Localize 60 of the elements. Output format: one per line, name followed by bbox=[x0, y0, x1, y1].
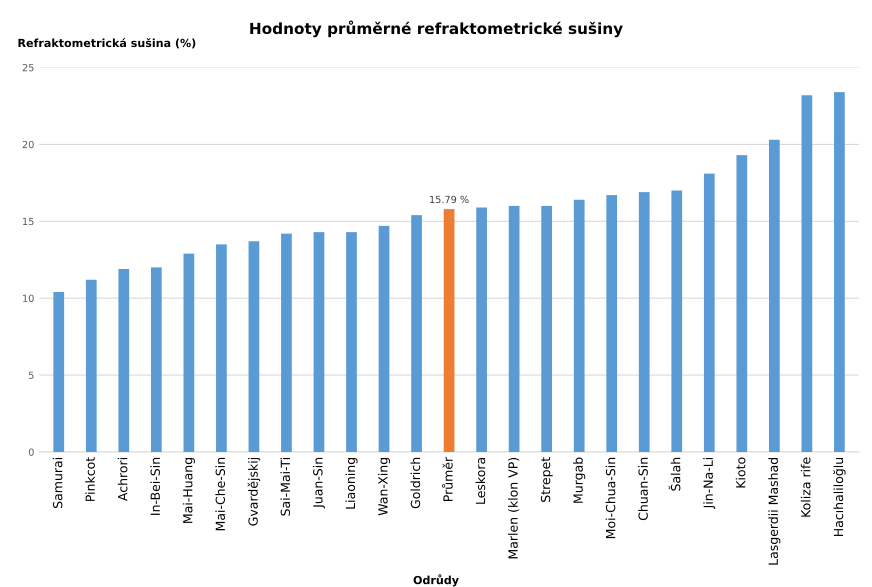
bar bbox=[314, 232, 324, 452]
bar bbox=[508, 206, 520, 452]
x-tick-label: Wan-Xing bbox=[378, 458, 390, 516]
x-tick-label: Hacıhaliloğlu bbox=[833, 458, 846, 536]
x-tick-label: Murgab bbox=[573, 458, 586, 503]
x-tick-label: Průměr bbox=[442, 456, 453, 502]
x-tick-label: Juan-Sin bbox=[312, 458, 325, 509]
bar bbox=[444, 209, 454, 452]
bar bbox=[671, 190, 682, 452]
x-tick-label: Jin-Na-Li bbox=[703, 458, 716, 510]
bar bbox=[834, 92, 845, 452]
x-tick-label: Šalah bbox=[668, 458, 680, 491]
bar bbox=[606, 195, 618, 452]
x-tick-label: Mai-Che-Sin bbox=[215, 458, 226, 530]
bar bbox=[378, 226, 390, 452]
x-tick-label: Moi-Chua-Sin bbox=[606, 458, 616, 538]
bar bbox=[281, 234, 292, 452]
x-tick-label: Marlen (klon VP) bbox=[508, 458, 520, 558]
x-tick-label: Achrori bbox=[118, 458, 128, 501]
x-axis-title: Odrůdy bbox=[414, 574, 459, 586]
chart-title: Hodnoty průměrné refraktometrické sušiny bbox=[250, 20, 623, 38]
x-tick-label: Liaoning bbox=[345, 458, 358, 509]
x-tick-label: Kioto bbox=[736, 458, 746, 488]
x-tick-label: Mai-Huang bbox=[182, 458, 195, 523]
y-tick-label: 20 bbox=[22, 140, 34, 148]
bar bbox=[183, 254, 194, 452]
bar bbox=[248, 241, 260, 452]
x-tick-label: Samurai bbox=[52, 458, 62, 508]
bar bbox=[346, 232, 357, 452]
x-tick-label: In-Bei-Sin bbox=[150, 458, 160, 515]
x-tick-label: Sai-Mai-Ti bbox=[280, 458, 290, 516]
bar bbox=[768, 140, 780, 452]
x-tick-label: Gvardějskij bbox=[248, 458, 260, 526]
bar bbox=[736, 155, 748, 452]
bar bbox=[476, 207, 487, 452]
y-tick-label: 25 bbox=[22, 64, 34, 72]
x-tick-label: Lasgerdii Mashad bbox=[768, 458, 780, 565]
x-tick-label: Chuan-Sin bbox=[638, 458, 648, 520]
y-tick-label: 0 bbox=[28, 448, 34, 456]
x-tick-label: Goldrich bbox=[410, 458, 420, 508]
x-tick-label: Pinkcot bbox=[85, 457, 95, 501]
bar bbox=[411, 215, 422, 452]
bar bbox=[704, 174, 715, 452]
y-tick-label: 15 bbox=[23, 218, 34, 226]
bar bbox=[574, 200, 585, 452]
bar bbox=[802, 95, 812, 452]
y-axis-title: Refraktometrická sušina (%) bbox=[18, 38, 196, 48]
y-tick-label: 10 bbox=[23, 294, 34, 302]
bar bbox=[53, 292, 64, 452]
bar bbox=[541, 206, 552, 452]
x-tick-label: Leskora bbox=[476, 458, 486, 504]
bar bbox=[216, 244, 227, 452]
x-tick-label: Koliza rife bbox=[800, 458, 811, 517]
data-label: 15.79 % bbox=[430, 196, 469, 204]
y-tick-label: 5 bbox=[28, 372, 34, 379]
x-tick-label: Strepet bbox=[540, 457, 553, 502]
bar bbox=[86, 280, 97, 452]
bar bbox=[638, 192, 650, 452]
bar bbox=[118, 268, 130, 452]
bar bbox=[150, 267, 162, 452]
